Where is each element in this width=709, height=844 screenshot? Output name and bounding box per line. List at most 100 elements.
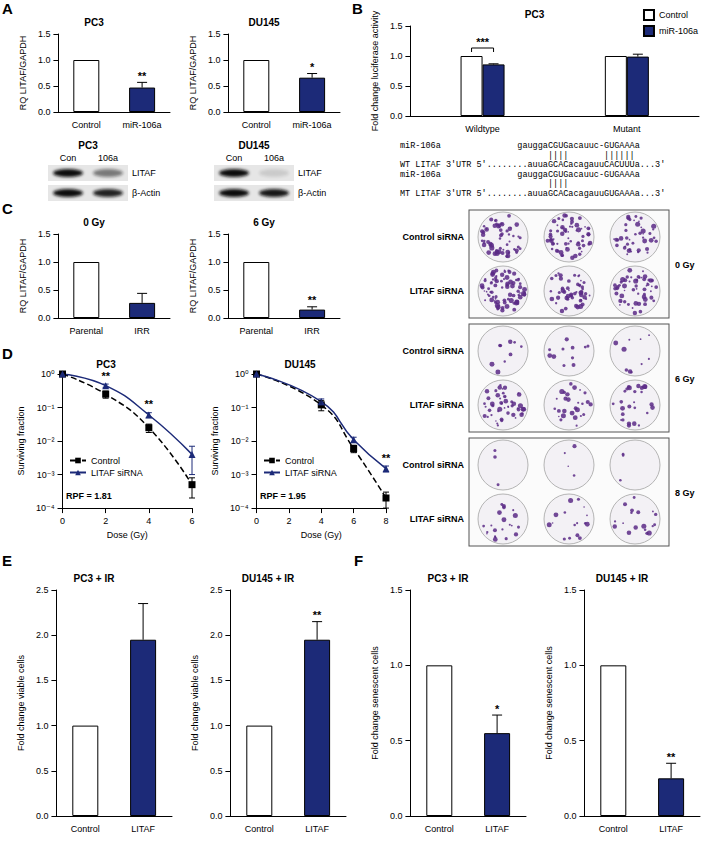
svg-text:0 Gy: 0 Gy	[675, 260, 695, 270]
svg-text:Parental: Parental	[240, 326, 274, 336]
svg-text:Control: Control	[245, 824, 274, 834]
svg-text:**: **	[382, 452, 391, 464]
svg-text:RPF = 1.81: RPF = 1.81	[66, 491, 112, 501]
svg-text:PC3: PC3	[525, 9, 545, 20]
svg-text:1.5: 1.5	[208, 229, 221, 239]
svg-text:Control: Control	[71, 824, 100, 834]
svg-text:1.0: 1.0	[36, 721, 49, 731]
svg-text:1.5: 1.5	[390, 21, 403, 31]
svg-text:6: 6	[351, 516, 356, 526]
svg-text:DU145: DU145	[238, 140, 270, 151]
svg-text:**: **	[667, 751, 676, 763]
svg-text:RQ LITAF/GAPDH: RQ LITAF/GAPDH	[18, 239, 28, 313]
svg-text:LITAF siRNA: LITAF siRNA	[285, 468, 337, 478]
svg-text:**: **	[101, 370, 110, 382]
svg-text:0: 0	[254, 516, 259, 526]
svg-text:***: ***	[476, 36, 490, 48]
svg-text:10⁰: 10⁰	[235, 369, 249, 379]
svg-text:0.0: 0.0	[38, 313, 51, 323]
svg-text:LITAF: LITAF	[485, 824, 509, 834]
svg-text:Control siRNA: Control siRNA	[403, 460, 465, 470]
svg-text:6 Gy: 6 Gy	[675, 374, 695, 384]
svg-text:0.5: 0.5	[208, 285, 221, 295]
svg-text:2: 2	[103, 516, 108, 526]
svg-text:PC3: PC3	[96, 359, 116, 370]
svg-text:LITAF siRNA: LITAF siRNA	[410, 514, 465, 524]
svg-text:2.0: 2.0	[210, 630, 223, 640]
svg-text:*: *	[495, 703, 500, 715]
svg-text:*: *	[310, 61, 315, 73]
svg-text:0.5: 0.5	[36, 766, 49, 776]
svg-text:Con: Con	[226, 153, 243, 163]
svg-text:10⁻¹: 10⁻¹	[231, 403, 249, 413]
svg-text:8 Gy: 8 Gy	[675, 488, 695, 498]
svg-text:0.0: 0.0	[210, 811, 223, 821]
svg-text:miR-106a: miR-106a	[659, 26, 698, 36]
svg-text:1.5: 1.5	[210, 675, 223, 685]
svg-text:Dose (Gy): Dose (Gy)	[301, 530, 342, 540]
svg-text:PC3 + IR: PC3 + IR	[74, 573, 116, 584]
svg-text:10⁻²: 10⁻²	[231, 436, 249, 446]
svg-text:0.5: 0.5	[208, 81, 221, 91]
svg-text:Control: Control	[72, 120, 101, 130]
svg-text:1.5: 1.5	[390, 585, 403, 595]
svg-text:Control: Control	[659, 10, 688, 20]
svg-text:4: 4	[319, 516, 324, 526]
svg-text:LITAF: LITAF	[131, 824, 155, 834]
svg-text:1.0: 1.0	[390, 660, 403, 670]
svg-text:**: **	[138, 70, 147, 82]
svg-text:0.0: 0.0	[390, 111, 403, 121]
svg-text:Control: Control	[285, 456, 314, 466]
svg-text:IRR: IRR	[304, 326, 320, 336]
svg-text:0.5: 0.5	[210, 766, 223, 776]
svg-text:Control: Control	[91, 456, 120, 466]
svg-text:PC3 + IR: PC3 + IR	[428, 573, 470, 584]
svg-text:1.0: 1.0	[208, 55, 221, 65]
svg-text:β-Actin: β-Actin	[132, 188, 160, 198]
svg-text:Surviving fraction: Surviving fraction	[210, 407, 220, 476]
svg-text:0.0: 0.0	[208, 313, 221, 323]
svg-text:miR-106a: miR-106a	[293, 120, 332, 130]
svg-text:0.5: 0.5	[38, 285, 51, 295]
svg-text:8: 8	[383, 516, 388, 526]
svg-text:1.0: 1.0	[210, 721, 223, 731]
svg-text:Control: Control	[242, 120, 271, 130]
svg-text:106a: 106a	[264, 153, 284, 163]
svg-text:0.0: 0.0	[38, 107, 51, 117]
svg-text:Fold change luciferase activit: Fold change luciferase activity	[370, 10, 380, 131]
svg-text:LITAF siRNA: LITAF siRNA	[410, 286, 465, 296]
svg-text:0.5: 0.5	[390, 736, 403, 746]
svg-text:Fold change viable cells: Fold change viable cells	[190, 654, 200, 751]
svg-text:10⁻²: 10⁻²	[37, 436, 55, 446]
svg-text:0.5: 0.5	[390, 81, 403, 91]
svg-text:LITAF: LITAF	[298, 168, 322, 178]
svg-text:10⁻³: 10⁻³	[231, 470, 249, 480]
svg-text:1.5: 1.5	[208, 29, 221, 39]
svg-text:1.5: 1.5	[36, 675, 49, 685]
svg-text:**: **	[308, 294, 317, 306]
svg-text:0.0: 0.0	[36, 811, 49, 821]
svg-text:LITAF: LITAF	[305, 824, 329, 834]
svg-text:Control siRNA: Control siRNA	[403, 232, 465, 242]
svg-text:Wildtype: Wildtype	[465, 124, 500, 134]
svg-text:1.0: 1.0	[38, 257, 51, 267]
svg-text:Fold change viable cells: Fold change viable cells	[16, 654, 26, 751]
svg-text:**: **	[313, 609, 322, 621]
svg-text:106a: 106a	[98, 153, 118, 163]
svg-text:2: 2	[286, 516, 291, 526]
svg-text:Surviving fraction: Surviving fraction	[16, 407, 26, 476]
svg-text:LITAF siRNA: LITAF siRNA	[91, 468, 143, 478]
svg-text:6 Gy: 6 Gy	[253, 217, 275, 228]
svg-text:0.0: 0.0	[390, 811, 403, 821]
svg-text:1.5: 1.5	[38, 229, 51, 239]
svg-text:Mutant: Mutant	[613, 124, 641, 134]
svg-text:10⁻¹: 10⁻¹	[37, 403, 55, 413]
svg-text:0.0: 0.0	[208, 107, 221, 117]
svg-text:2.5: 2.5	[36, 585, 49, 595]
svg-text:Control: Control	[425, 824, 454, 834]
svg-text:IRR: IRR	[134, 326, 150, 336]
svg-text:Fold change senescent cells: Fold change senescent cells	[370, 646, 380, 760]
svg-text:1.0: 1.0	[564, 660, 577, 670]
svg-text:Fold change senescent cells: Fold change senescent cells	[544, 646, 554, 760]
svg-text:4: 4	[146, 516, 151, 526]
